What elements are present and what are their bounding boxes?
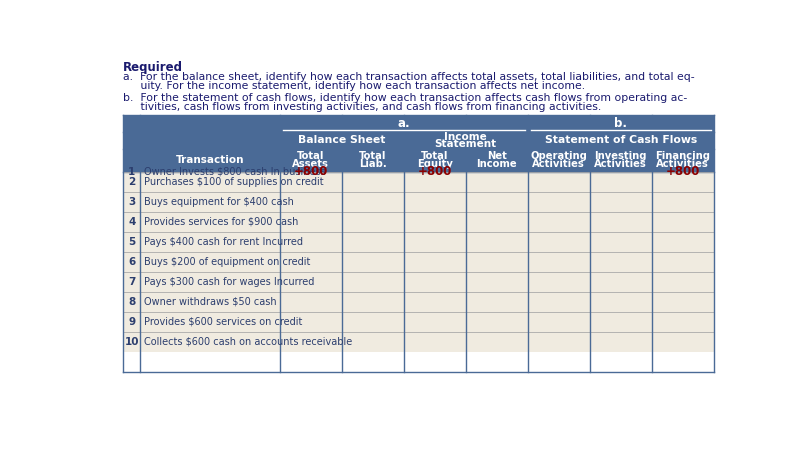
Text: Owner Invests $800 cash In business: Owner Invests $800 cash In business bbox=[144, 167, 325, 177]
Bar bbox=[123, 332, 713, 352]
Text: 4: 4 bbox=[128, 217, 135, 227]
Text: Equity: Equity bbox=[416, 159, 452, 169]
Text: Provides $600 services on credit: Provides $600 services on credit bbox=[144, 317, 303, 327]
Text: 7: 7 bbox=[128, 277, 135, 287]
Text: Total: Total bbox=[358, 151, 386, 161]
Text: Statement of Cash Flows: Statement of Cash Flows bbox=[544, 135, 696, 145]
Text: Operating: Operating bbox=[530, 151, 586, 161]
Bar bbox=[123, 192, 713, 212]
Text: b.: b. bbox=[613, 117, 626, 130]
Text: Buys equipment for $400 cash: Buys equipment for $400 cash bbox=[144, 197, 294, 207]
Text: Activities: Activities bbox=[594, 159, 646, 169]
Text: Provides services for $900 cash: Provides services for $900 cash bbox=[144, 217, 298, 227]
Text: 2: 2 bbox=[128, 177, 135, 187]
Text: 9: 9 bbox=[128, 317, 135, 327]
Text: Income: Income bbox=[444, 132, 487, 142]
Text: Net: Net bbox=[487, 151, 506, 161]
Text: Total: Total bbox=[297, 151, 324, 161]
Text: Pays $300 cash for wages Incurred: Pays $300 cash for wages Incurred bbox=[144, 277, 314, 287]
Text: +800: +800 bbox=[294, 165, 328, 178]
Text: tivities, cash flows from investing activities, and cash flows from financing ac: tivities, cash flows from investing acti… bbox=[123, 102, 601, 112]
Text: a.: a. bbox=[397, 117, 410, 130]
Text: Activities: Activities bbox=[532, 159, 585, 169]
Text: Owner withdraws $50 cash: Owner withdraws $50 cash bbox=[144, 297, 277, 307]
Text: 6: 6 bbox=[128, 257, 135, 267]
Text: 5: 5 bbox=[128, 237, 135, 247]
Text: Investing: Investing bbox=[594, 151, 646, 161]
Text: Assets: Assets bbox=[292, 159, 328, 169]
Bar bbox=[123, 272, 713, 292]
Bar bbox=[123, 232, 713, 252]
Text: Statement: Statement bbox=[434, 139, 496, 149]
Text: Buys $200 of equipment on credit: Buys $200 of equipment on credit bbox=[144, 257, 310, 267]
Bar bbox=[123, 292, 713, 312]
Text: Income: Income bbox=[476, 159, 517, 169]
Bar bbox=[123, 114, 713, 172]
Text: Activities: Activities bbox=[655, 159, 708, 169]
Text: Balance Sheet: Balance Sheet bbox=[298, 135, 385, 145]
Bar bbox=[123, 312, 713, 332]
Text: 1: 1 bbox=[128, 167, 135, 177]
Text: 3: 3 bbox=[128, 197, 135, 207]
Text: +800: +800 bbox=[665, 165, 699, 178]
Text: Financing: Financing bbox=[654, 151, 710, 161]
Bar bbox=[123, 212, 713, 232]
Text: 10: 10 bbox=[124, 337, 139, 347]
Text: Transaction: Transaction bbox=[175, 155, 244, 165]
Text: uity. For the income statement, identify how each transaction affects net income: uity. For the income statement, identify… bbox=[123, 81, 585, 91]
Text: +800: +800 bbox=[417, 165, 452, 178]
Text: Purchases $100 of supplies on credit: Purchases $100 of supplies on credit bbox=[144, 177, 324, 187]
Text: Total: Total bbox=[421, 151, 448, 161]
Text: Liab.: Liab. bbox=[358, 159, 386, 169]
Text: 8: 8 bbox=[128, 297, 135, 307]
Text: Required: Required bbox=[123, 61, 183, 74]
Bar bbox=[123, 172, 713, 192]
Text: Collects $600 cash on accounts receivable: Collects $600 cash on accounts receivabl… bbox=[144, 337, 352, 347]
Text: Pays $400 cash for rent Incurred: Pays $400 cash for rent Incurred bbox=[144, 237, 303, 247]
Text: b.  For the statement of cash flows, identify how each transaction affects cash : b. For the statement of cash flows, iden… bbox=[123, 93, 687, 103]
Bar bbox=[123, 252, 713, 272]
Text: a.  For the balance sheet, identify how each transaction affects total assets, t: a. For the balance sheet, identify how e… bbox=[123, 71, 694, 82]
